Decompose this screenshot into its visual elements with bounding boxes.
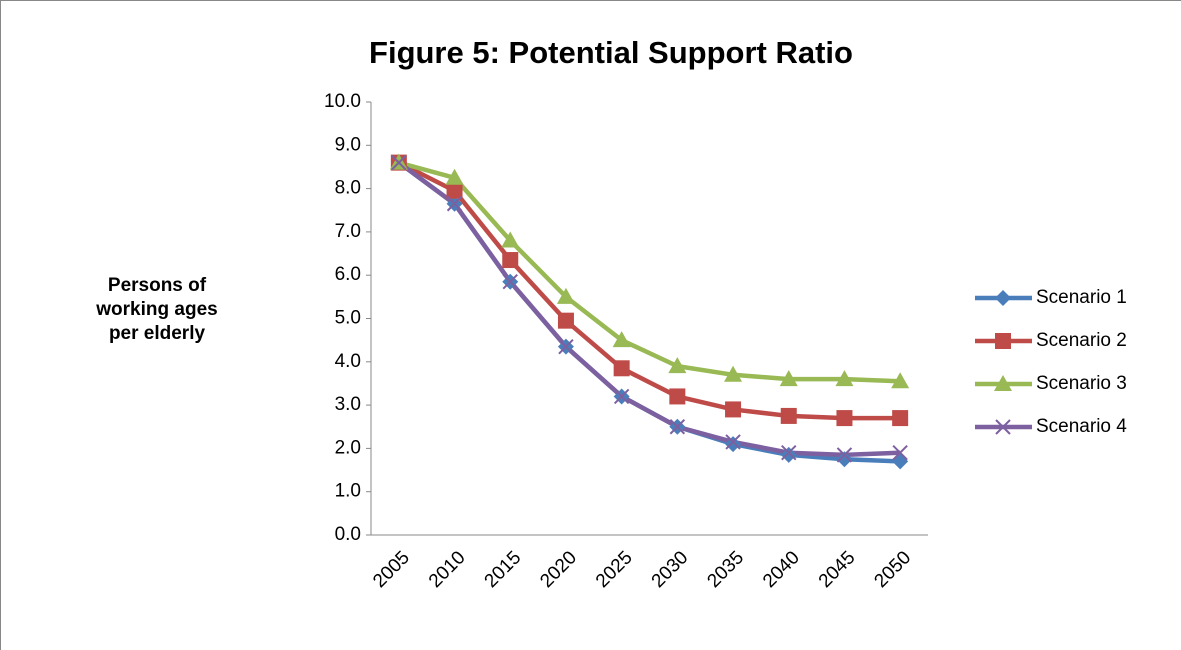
x-tick-label: 2040 <box>759 547 804 592</box>
marker <box>891 372 910 389</box>
y-tick-label: 8.0 <box>335 178 361 199</box>
marker <box>892 453 909 470</box>
legend-marker <box>995 419 1011 435</box>
x-tick-label: 2010 <box>425 547 470 592</box>
series-line <box>397 160 901 458</box>
marker <box>779 370 798 387</box>
x-tick-label: 2025 <box>592 547 637 592</box>
marker <box>836 410 853 427</box>
y-tick-label: 6.0 <box>335 264 361 285</box>
y-tick-label: 2.0 <box>335 437 361 458</box>
marker <box>558 338 574 355</box>
marker <box>892 410 909 427</box>
marker <box>725 401 742 418</box>
chart-title: Figure 5: Potential Support Ratio <box>369 35 853 70</box>
marker <box>668 357 687 374</box>
marker <box>391 154 407 171</box>
y-tick-label: 0.0 <box>335 524 361 545</box>
legend-label: Scenario 3 <box>1036 373 1127 394</box>
legend-label: Scenario 4 <box>1036 416 1127 437</box>
legend-label: Scenario 1 <box>1036 287 1127 308</box>
legend-label: Scenario 2 <box>1036 330 1127 351</box>
y-tick-label: 5.0 <box>335 308 361 329</box>
marker <box>724 365 743 382</box>
x-tick-label: 2015 <box>481 547 526 592</box>
y-tick-label: 4.0 <box>335 351 361 372</box>
x-tick-label: 2045 <box>815 547 860 592</box>
marker <box>725 436 742 453</box>
marker <box>780 407 797 424</box>
y-tick-label: 1.0 <box>335 481 361 502</box>
marker <box>502 273 518 290</box>
marker <box>445 168 464 185</box>
x-tick-label: 2030 <box>648 547 693 592</box>
x-tick-label: 2005 <box>369 547 414 592</box>
marker <box>501 231 520 248</box>
marker <box>446 196 463 212</box>
marker <box>780 446 797 463</box>
y-tick-label: 3.0 <box>335 394 361 415</box>
x-tick-label: 2050 <box>870 547 915 592</box>
legend-marker <box>995 333 1011 349</box>
y-axis-label: Persons of working ages per elderly <box>96 275 218 344</box>
marker <box>502 252 519 269</box>
y-tick-label: 9.0 <box>335 134 361 155</box>
marker <box>613 360 630 377</box>
marker <box>669 388 686 405</box>
marker <box>613 388 630 405</box>
y-tick-label: 10.0 <box>324 91 361 112</box>
marker <box>781 445 797 461</box>
marker <box>835 370 854 387</box>
legend-marker <box>995 290 1011 306</box>
series-line <box>397 160 901 421</box>
marker <box>612 331 631 348</box>
marker <box>836 447 853 463</box>
marker <box>446 182 463 199</box>
marker <box>836 451 853 468</box>
x-tick-label: 2020 <box>536 547 581 592</box>
marker <box>892 445 908 461</box>
series-line <box>398 160 901 384</box>
marker <box>557 312 574 329</box>
marker <box>556 287 575 304</box>
x-tick-label: 2035 <box>703 547 748 592</box>
y-tick-label: 7.0 <box>335 221 361 242</box>
marker <box>669 419 686 435</box>
marker <box>725 434 741 450</box>
legend-marker <box>994 375 1012 391</box>
